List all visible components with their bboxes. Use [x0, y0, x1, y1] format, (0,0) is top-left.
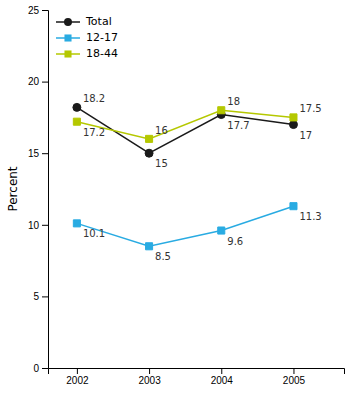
axis-line — [42, 11, 49, 369]
data-label: 18 — [227, 96, 240, 107]
tick-label: 15 — [28, 148, 40, 159]
marker — [218, 107, 225, 114]
data-label: 11.3 — [299, 211, 321, 222]
tick: 0 — [33, 363, 48, 374]
tick-label: 2002 — [66, 375, 89, 386]
tick-mark — [42, 225, 48, 226]
marker — [73, 103, 81, 111]
series-line — [77, 107, 294, 153]
tick-label: 25 — [28, 5, 40, 16]
marker — [290, 114, 297, 121]
tick-mark — [42, 368, 48, 369]
marker — [289, 121, 297, 129]
tick-mark — [149, 368, 150, 374]
data-label: 10.1 — [83, 228, 105, 239]
tick-mark — [42, 296, 48, 297]
legend-label: 12-17 — [86, 31, 118, 44]
tick: 2002 — [66, 368, 89, 386]
tick: 5 — [33, 291, 48, 302]
tick-label: 5 — [33, 291, 39, 302]
tick-mark — [42, 82, 48, 83]
x-axis: 2002 2003 2004 2005 — [49, 368, 345, 386]
marker — [290, 203, 297, 210]
chart: 2002 2003 2004 2005 0 5 10 15 20 25 Percent 18.2 17.… — [0, 0, 354, 396]
marker — [146, 135, 153, 142]
tick: 2003 — [138, 368, 161, 386]
marker — [146, 243, 153, 250]
data-label: 16 — [155, 125, 168, 136]
tick: 15 — [28, 148, 48, 159]
data-label: 18.2 — [83, 93, 105, 104]
data-label: 17.7 — [227, 120, 249, 131]
legend-marker — [64, 50, 71, 57]
tick-mark — [221, 368, 222, 374]
marker — [218, 227, 225, 234]
tick-label: 10 — [28, 220, 40, 231]
legend-label: 18-44 — [86, 47, 118, 60]
y-axis: 0 5 10 15 20 25 — [28, 5, 49, 374]
plot-area — [73, 103, 298, 249]
legend-marker — [64, 34, 71, 41]
data-labels: 18.2 17.2 10.1 16 15 8.5 18 17.7 9.6 17.5 17 11.3 — [83, 93, 322, 262]
tick: 25 — [28, 5, 48, 16]
data-label: 8.5 — [155, 251, 171, 262]
tick: 10 — [28, 220, 48, 231]
legend-item: 12-17 — [56, 31, 118, 44]
legend-item: 18-44 — [56, 47, 118, 60]
tick: 20 — [28, 76, 48, 87]
tick-label: 2004 — [211, 375, 234, 386]
tick-mark — [77, 368, 78, 374]
y-axis-title: Percent — [6, 166, 20, 211]
legend: Total 12-17 18-44 — [56, 15, 118, 60]
tick-label: 2005 — [283, 375, 306, 386]
tick-mark — [42, 153, 48, 154]
legend-item: Total — [56, 15, 112, 28]
legend-label: Total — [85, 15, 112, 28]
marker — [73, 220, 80, 227]
data-label: 17 — [299, 130, 312, 141]
data-label: 17.2 — [83, 127, 105, 138]
data-label: 17.5 — [299, 103, 321, 114]
axis-line — [49, 369, 345, 375]
series-line — [77, 110, 294, 139]
data-label: 15 — [155, 158, 168, 169]
tick-label: 2003 — [138, 375, 161, 386]
series-line — [77, 206, 294, 246]
tick-label: 0 — [33, 363, 39, 374]
tick: 2005 — [283, 368, 306, 386]
tick: 2004 — [211, 368, 234, 386]
tick-label: 20 — [28, 76, 40, 87]
marker — [145, 149, 153, 157]
tick-mark — [293, 368, 294, 374]
marker — [73, 118, 80, 125]
tick-mark — [42, 10, 48, 11]
legend-marker — [64, 18, 72, 26]
data-label: 9.6 — [227, 236, 243, 247]
